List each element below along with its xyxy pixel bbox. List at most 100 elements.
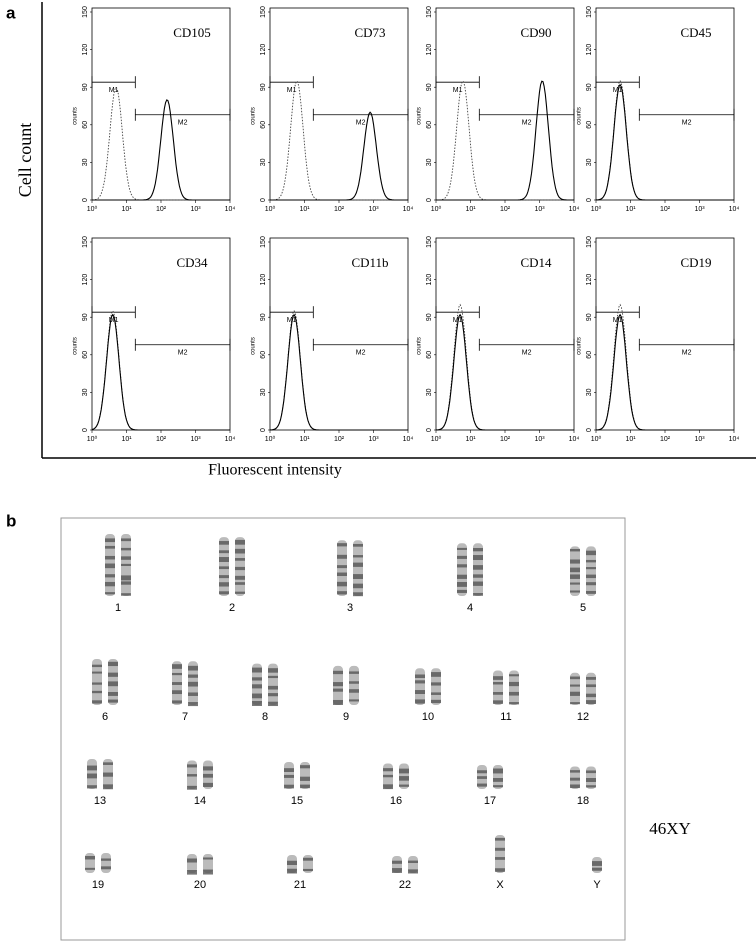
chromosome-band [105, 555, 115, 560]
chromosome-band [235, 582, 245, 585]
gate-label: M2 [682, 350, 692, 357]
x-tick-label: 10⁰ [591, 435, 602, 443]
chromosome-band [353, 583, 363, 589]
y-tick-label: 90 [426, 83, 433, 91]
x-tick-label: 10² [334, 206, 345, 213]
chromosome-band [586, 770, 596, 774]
plot-title: CD73 [354, 25, 385, 40]
chromosome-band [570, 784, 580, 789]
chromosome-band [252, 693, 262, 699]
chromosome-band [187, 764, 197, 768]
chromosome-number: 18 [577, 795, 589, 807]
chromosome-band [252, 677, 262, 681]
chromosome-number: 11 [500, 711, 511, 723]
chromosome-number: 21 [294, 879, 306, 891]
chromosome-band [477, 783, 487, 787]
chromosome-band [473, 574, 483, 578]
chromosome-band [268, 693, 278, 697]
y-tick-label: 150 [426, 236, 433, 248]
chromosome-band [284, 768, 294, 772]
chromosome-band [203, 782, 213, 787]
y-tick-label: 30 [586, 158, 593, 166]
chromosome-band [87, 785, 97, 789]
x-tick-label: 10² [156, 436, 167, 443]
control-histogram [91, 309, 230, 431]
chromosome-band [121, 556, 131, 560]
y-tick-label: 150 [82, 236, 89, 248]
y-tick-label: 150 [260, 6, 267, 18]
chromosome-number: 9 [343, 711, 349, 723]
y-tick-label: 30 [260, 158, 267, 166]
chromosome-band [268, 685, 278, 690]
chromosome-band [570, 684, 580, 687]
x-tick-label: 10³ [534, 436, 545, 443]
chromosome-band [103, 784, 113, 790]
x-tick-label: 10² [500, 206, 511, 213]
chromosome [235, 537, 245, 596]
y-tick-label: 120 [82, 44, 89, 56]
chromosome-band [108, 699, 118, 703]
y-tick-label: 150 [586, 6, 593, 18]
plot-title: CD105 [173, 25, 211, 40]
chromosome-band [383, 774, 393, 778]
counts-label: counts [73, 337, 79, 355]
chromosome-band [333, 682, 343, 687]
chromosome-band [457, 582, 467, 587]
chromosome-band [105, 563, 115, 569]
chromosome-band [87, 773, 97, 779]
y-tick-label: 150 [586, 236, 593, 248]
chromosome-band [586, 684, 596, 688]
chromosome-band [586, 574, 596, 579]
chromosome-band [172, 664, 182, 669]
chromosome-band [353, 555, 363, 558]
y-tick-label: 0 [260, 428, 267, 432]
chromosome-band [509, 681, 519, 687]
control-histogram [270, 80, 408, 201]
chromosome-band [219, 557, 229, 562]
chromosome-band [493, 682, 503, 685]
chromosome [408, 856, 418, 873]
chromosome-band [570, 676, 580, 680]
chromosome-band [349, 699, 359, 702]
y-tick-label: 0 [586, 428, 593, 432]
chromosome-band [300, 784, 310, 789]
x-tick-label: 10⁴ [569, 206, 580, 213]
chromosome-band [353, 562, 363, 567]
y-tick-label: 150 [82, 6, 89, 18]
y-tick-label: 90 [426, 313, 433, 321]
chromosome-band [235, 566, 245, 571]
y-tick-label: 0 [586, 198, 593, 202]
chromosome-band [473, 547, 483, 552]
chromosome-band [457, 555, 467, 559]
counts-label: counts [73, 107, 79, 125]
chromosome-number: 17 [484, 795, 496, 807]
chromosome-band [337, 554, 347, 559]
x-tick-label: 10¹ [299, 436, 310, 443]
chromosome-band [473, 593, 483, 596]
panel-label: a [6, 3, 16, 22]
chromosome-band [495, 868, 505, 872]
y-tick-label: 120 [82, 274, 89, 286]
chromosome [85, 853, 95, 873]
chromosome-band [353, 543, 363, 547]
chromosome-band [287, 868, 297, 874]
panel-label: b [6, 511, 16, 530]
chromosome-band [586, 785, 596, 788]
plot-title: CD19 [680, 255, 711, 270]
chromosome [493, 670, 503, 705]
chromosome-band [392, 860, 402, 864]
chromosome-band [349, 681, 359, 684]
chromosome-band [188, 681, 198, 687]
chromosome-band [333, 699, 343, 705]
x-tick-label: 10⁴ [225, 436, 236, 443]
chromosome-band [337, 572, 347, 577]
chromosome-number: 5 [580, 602, 586, 614]
gate-label: M1 [287, 87, 297, 94]
x-tick-label: 10⁰ [265, 435, 276, 443]
chromosome-band [92, 671, 102, 674]
chromosome-band [235, 591, 245, 594]
chromosome-band [219, 591, 229, 595]
x-tick-label: 10¹ [121, 206, 132, 213]
chromosome-band [87, 765, 97, 771]
